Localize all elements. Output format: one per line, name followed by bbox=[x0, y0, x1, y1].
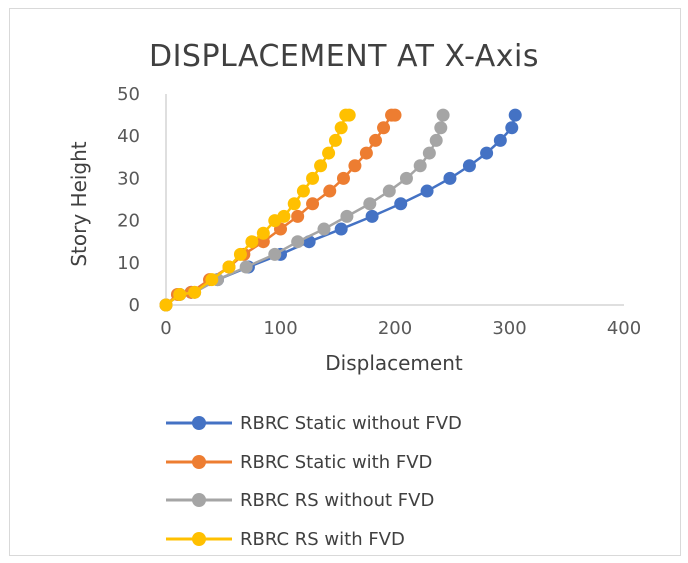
data-point bbox=[394, 197, 408, 211]
x-tick-label: 200 bbox=[378, 318, 412, 339]
data-point bbox=[233, 247, 247, 261]
data-point bbox=[334, 121, 348, 135]
data-point bbox=[413, 159, 427, 173]
data-point bbox=[291, 209, 305, 223]
chart-frame bbox=[9, 8, 681, 556]
data-point bbox=[323, 184, 337, 198]
x-tick-label: 0 bbox=[160, 318, 171, 339]
data-point bbox=[493, 133, 507, 147]
legend-marker bbox=[192, 493, 206, 507]
legend-label: RBRC Static with FVD bbox=[240, 452, 432, 473]
data-point bbox=[222, 260, 236, 274]
data-point bbox=[314, 159, 328, 173]
data-point bbox=[342, 108, 356, 122]
data-point bbox=[505, 121, 519, 135]
legend-label: RBRC RS without FVD bbox=[240, 490, 434, 511]
data-point bbox=[296, 184, 310, 198]
legend-item: RBRC Static with FVD bbox=[166, 452, 432, 473]
data-point bbox=[317, 222, 331, 236]
data-point bbox=[348, 159, 362, 173]
data-point bbox=[291, 235, 305, 249]
data-point bbox=[377, 121, 391, 135]
data-point bbox=[443, 171, 457, 185]
data-point bbox=[388, 108, 402, 122]
data-point bbox=[239, 260, 253, 274]
chart-title: DISPLACEMENT AT X-Axis bbox=[149, 39, 539, 74]
data-point bbox=[173, 287, 187, 301]
data-point bbox=[256, 226, 270, 240]
y-tick-label: 30 bbox=[117, 168, 140, 189]
y-tick-label: 50 bbox=[117, 84, 140, 105]
legend-marker bbox=[192, 416, 206, 430]
data-point bbox=[328, 133, 342, 147]
data-point bbox=[188, 285, 202, 299]
data-point bbox=[340, 209, 354, 223]
data-point bbox=[420, 184, 434, 198]
axes bbox=[165, 94, 624, 306]
data-point bbox=[369, 133, 383, 147]
data-point bbox=[287, 197, 301, 211]
data-point bbox=[436, 108, 450, 122]
data-point bbox=[422, 146, 436, 160]
data-point bbox=[508, 108, 522, 122]
series-3 bbox=[159, 108, 356, 312]
data-point bbox=[462, 159, 476, 173]
y-tick-label: 20 bbox=[117, 211, 140, 232]
y-tick-label: 10 bbox=[117, 253, 140, 274]
data-point bbox=[334, 222, 348, 236]
legend-marker bbox=[192, 532, 206, 546]
legend-item: RBRC Static without FVD bbox=[166, 413, 462, 434]
x-tick-label: 100 bbox=[263, 318, 297, 339]
data-point bbox=[434, 121, 448, 135]
legend-label: RBRC Static without FVD bbox=[240, 413, 462, 434]
x-axis-title: Displacement bbox=[325, 351, 463, 375]
legend-label: RBRC RS with FVD bbox=[240, 529, 405, 550]
legend-item: RBRC RS without FVD bbox=[166, 490, 434, 511]
data-point bbox=[245, 235, 259, 249]
series-1 bbox=[159, 108, 402, 312]
series-line bbox=[165, 113, 350, 306]
plot-area bbox=[159, 108, 522, 312]
legend-item: RBRC RS with FVD bbox=[166, 529, 405, 550]
data-point bbox=[363, 197, 377, 211]
data-point bbox=[429, 133, 443, 147]
data-point bbox=[322, 146, 336, 160]
x-tick-label: 400 bbox=[607, 318, 641, 339]
legend: RBRC Static without FVD RBRC Static with … bbox=[166, 413, 462, 550]
data-point bbox=[159, 298, 173, 312]
data-point bbox=[382, 184, 396, 198]
data-point bbox=[480, 146, 494, 160]
data-point bbox=[205, 273, 219, 287]
y-tick-label: 40 bbox=[117, 126, 140, 147]
x-tick-label: 300 bbox=[492, 318, 526, 339]
data-point bbox=[399, 171, 413, 185]
data-point bbox=[277, 209, 291, 223]
y-tick-label: 0 bbox=[129, 295, 140, 316]
data-point bbox=[306, 197, 320, 211]
legend-marker bbox=[192, 455, 206, 469]
tick-labels: 0 100 200 300 400 0 10 20 30 40 50 bbox=[117, 84, 641, 339]
y-axis-title: Story Height bbox=[67, 141, 91, 266]
data-point bbox=[306, 171, 320, 185]
data-point bbox=[359, 146, 373, 160]
data-point bbox=[365, 209, 379, 223]
data-point bbox=[268, 247, 282, 261]
data-point bbox=[336, 171, 350, 185]
